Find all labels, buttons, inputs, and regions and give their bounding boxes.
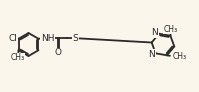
Text: S: S [73, 34, 78, 43]
Text: N: N [148, 50, 155, 59]
Text: CH₃: CH₃ [164, 25, 178, 34]
Text: NH: NH [41, 34, 55, 43]
Text: CH₃: CH₃ [11, 53, 25, 62]
Text: O: O [55, 48, 62, 57]
Text: N: N [151, 28, 158, 37]
Text: Cl: Cl [9, 34, 18, 43]
Text: CH₃: CH₃ [172, 52, 186, 61]
